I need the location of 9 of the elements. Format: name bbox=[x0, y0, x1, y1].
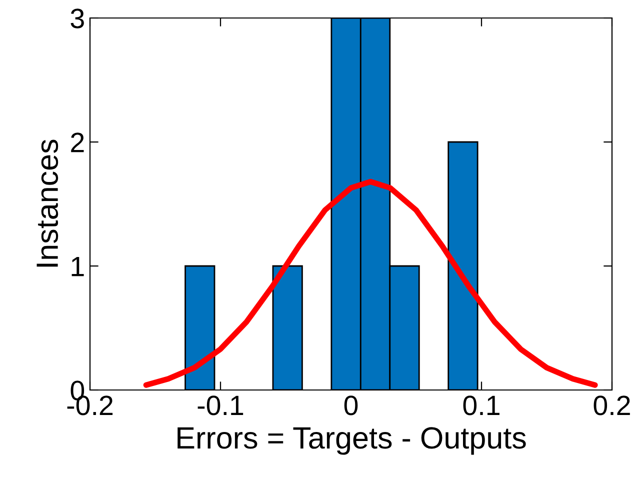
y-tick-label: 1 bbox=[72, 256, 84, 276]
x-tick-label: -0.1 bbox=[198, 396, 244, 416]
x-tick-label: 0.2 bbox=[594, 396, 630, 416]
y-tick-label: 2 bbox=[71, 132, 84, 152]
y-axis-title: Instances bbox=[36, 140, 58, 267]
x-axis-title: Errors = Targets - Outputs bbox=[178, 427, 526, 455]
x-tick-label: 0.1 bbox=[463, 396, 500, 416]
y-tick-label: 3 bbox=[70, 8, 84, 28]
x-tick-label: 0 bbox=[344, 396, 358, 416]
